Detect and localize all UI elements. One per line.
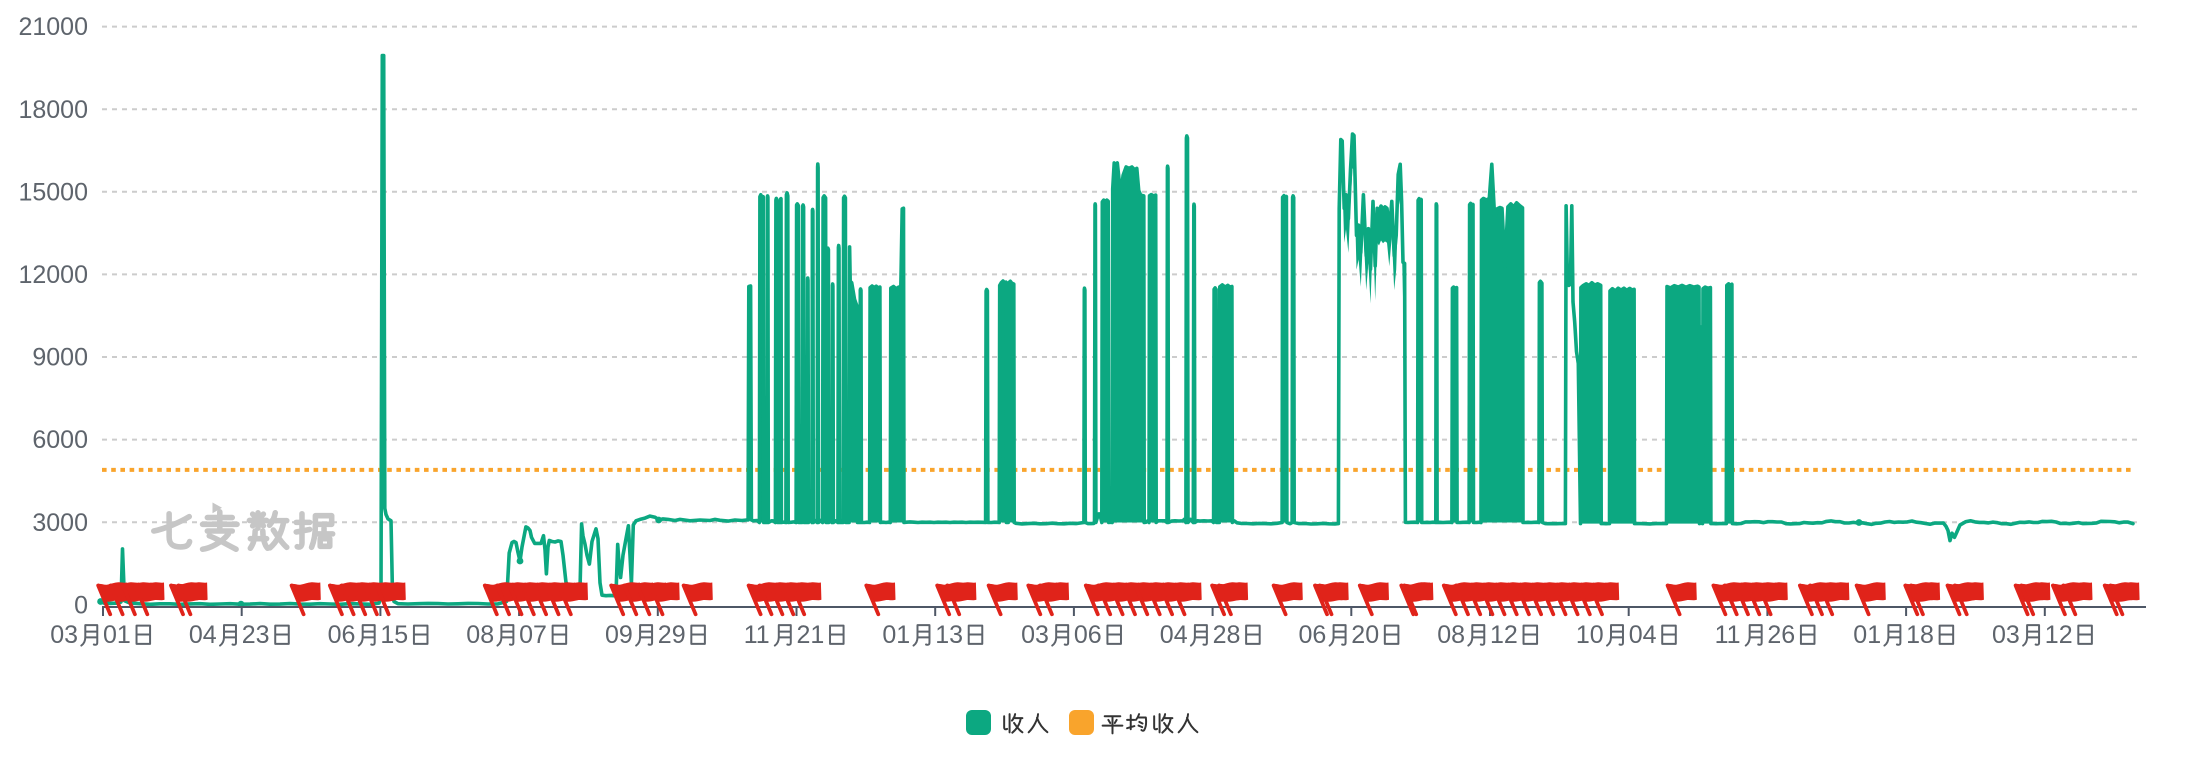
svg-text:01: 01 [882, 621, 910, 649]
svg-text:9000: 9000 [32, 344, 88, 372]
svg-text:0: 0 [74, 591, 88, 619]
svg-text:01: 01 [103, 621, 131, 649]
svg-text:29: 29 [658, 621, 686, 649]
svg-text:06: 06 [1074, 621, 1102, 649]
svg-text:01: 01 [1853, 621, 1881, 649]
svg-text:18: 18 [1906, 621, 1934, 649]
svg-text:06: 06 [328, 621, 356, 649]
svg-text:11: 11 [1715, 621, 1741, 649]
svg-text:04: 04 [1629, 621, 1657, 649]
svg-text:04: 04 [1160, 621, 1188, 649]
svg-text:21000: 21000 [18, 13, 88, 41]
svg-text:26: 26 [1767, 621, 1795, 649]
svg-text:15000: 15000 [18, 178, 88, 206]
svg-text:3000: 3000 [32, 509, 88, 537]
svg-text:18000: 18000 [18, 96, 88, 124]
svg-text:10: 10 [1576, 621, 1604, 649]
svg-text:04: 04 [189, 621, 217, 649]
svg-text:12: 12 [1490, 621, 1518, 649]
svg-text:03: 03 [1992, 621, 2020, 649]
svg-text:23: 23 [242, 621, 270, 649]
svg-text:03: 03 [50, 621, 78, 649]
svg-text:11: 11 [744, 621, 770, 649]
svg-text:08: 08 [1437, 621, 1465, 649]
svg-text:09: 09 [605, 621, 633, 649]
svg-text:06: 06 [1299, 621, 1327, 649]
svg-text:28: 28 [1213, 621, 1241, 649]
svg-text:12000: 12000 [18, 261, 88, 289]
svg-text:07: 07 [519, 621, 547, 649]
svg-text:08: 08 [466, 621, 494, 649]
svg-text:03: 03 [1021, 621, 1049, 649]
svg-text:13: 13 [935, 621, 963, 649]
svg-text:20: 20 [1351, 621, 1379, 649]
svg-text:12: 12 [2045, 621, 2073, 649]
svg-text:15: 15 [380, 621, 408, 649]
svg-text:21: 21 [797, 621, 825, 649]
svg-text:6000: 6000 [32, 426, 88, 454]
